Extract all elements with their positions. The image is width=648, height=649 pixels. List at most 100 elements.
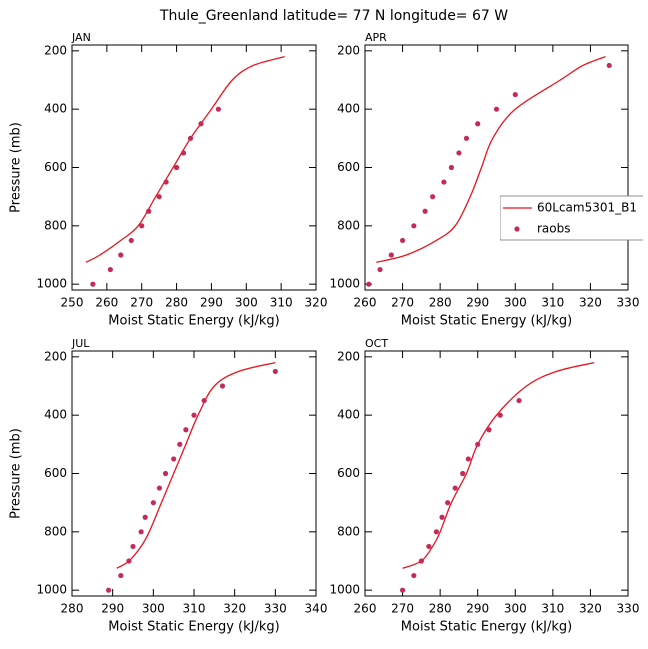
x-tick-label: 300 bbox=[142, 602, 165, 616]
y-tick-label: 1000 bbox=[36, 277, 67, 291]
y-tick-label: 800 bbox=[44, 218, 67, 232]
x-tick-label: 270 bbox=[130, 296, 153, 310]
legend-label: raobs bbox=[537, 222, 571, 236]
plot-frame bbox=[71, 44, 317, 291]
x-tick-label: 290 bbox=[466, 296, 489, 310]
raob-point bbox=[173, 164, 180, 171]
panel-title: APR bbox=[365, 31, 387, 44]
plot-frame bbox=[364, 44, 629, 291]
figure-title: Thule_Greenland latitude= 77 N longitude… bbox=[159, 8, 508, 24]
raob-point bbox=[516, 397, 522, 404]
raob-point bbox=[183, 427, 189, 433]
raob-point bbox=[118, 572, 124, 579]
x-axis-label: Moist Static Energy (kJ/kg) bbox=[401, 620, 572, 635]
raob-point bbox=[399, 587, 406, 593]
raob-point bbox=[139, 223, 145, 229]
x-axis-label: Moist Static Energy (kJ/kg) bbox=[401, 314, 572, 329]
line-series bbox=[116, 362, 276, 569]
raob-point bbox=[106, 587, 112, 593]
x-tick-label: 290 bbox=[466, 602, 489, 616]
x-tick-label: 250 bbox=[61, 296, 84, 310]
raob-point bbox=[198, 121, 204, 127]
raob-point bbox=[388, 252, 394, 258]
raob-point bbox=[162, 470, 169, 477]
raob-point bbox=[156, 485, 163, 491]
legend-box bbox=[500, 195, 643, 241]
x-tick-label: 260 bbox=[95, 296, 118, 310]
y-tick-label: 200 bbox=[44, 43, 67, 57]
raob-point bbox=[411, 223, 417, 229]
raob-point bbox=[430, 194, 436, 200]
line-series bbox=[85, 56, 285, 263]
y-tick-label: 1000 bbox=[329, 277, 360, 291]
x-tick-label: 280 bbox=[429, 602, 452, 616]
raob-point bbox=[418, 558, 424, 564]
x-tick-label: 330 bbox=[264, 602, 287, 616]
y-tick-label: 200 bbox=[337, 349, 360, 363]
y-tick-label: 800 bbox=[337, 524, 360, 538]
raob-point bbox=[272, 368, 278, 375]
raob-point bbox=[219, 383, 226, 389]
y-tick-label: 400 bbox=[337, 102, 360, 116]
x-tick-label: 310 bbox=[183, 602, 206, 616]
raob-point bbox=[439, 514, 445, 520]
x-tick-label: 270 bbox=[391, 602, 414, 616]
y-tick-label: 1000 bbox=[329, 583, 360, 597]
raob-point bbox=[460, 470, 466, 477]
y-tick-label: 800 bbox=[44, 524, 67, 538]
x-tick-label: 320 bbox=[223, 602, 246, 616]
raob-point bbox=[171, 456, 177, 462]
x-tick-label: 310 bbox=[541, 296, 564, 310]
y-tick-label: 600 bbox=[337, 160, 360, 174]
panel-title: OCT bbox=[365, 337, 388, 350]
x-tick-label: 290 bbox=[101, 602, 124, 616]
y-tick-label: 600 bbox=[44, 466, 67, 480]
y-axis-label: Pressure (mb) bbox=[9, 428, 24, 519]
y-tick-label: 600 bbox=[337, 466, 360, 480]
x-tick-label: 290 bbox=[200, 296, 223, 310]
raob-point bbox=[201, 397, 207, 404]
y-tick-label: 200 bbox=[337, 43, 360, 57]
x-tick-label: 330 bbox=[617, 296, 640, 310]
x-tick-label: 260 bbox=[354, 296, 377, 310]
x-tick-label: 270 bbox=[391, 296, 414, 310]
raob-point bbox=[187, 135, 194, 141]
raob-point bbox=[191, 412, 197, 418]
raob-point bbox=[486, 427, 492, 433]
raob-point bbox=[130, 543, 136, 550]
raob-point bbox=[448, 164, 455, 171]
y-tick-label: 200 bbox=[44, 349, 67, 363]
raob-point bbox=[107, 266, 113, 273]
y-tick-label: 600 bbox=[44, 160, 67, 174]
raob-point bbox=[426, 543, 432, 550]
x-axis-label: Moist Static Energy (kJ/kg) bbox=[108, 314, 279, 329]
line-series bbox=[376, 56, 606, 263]
y-tick-label: 800 bbox=[337, 218, 360, 232]
raob-point bbox=[366, 281, 372, 287]
raob-point bbox=[497, 412, 503, 418]
x-tick-label: 260 bbox=[354, 602, 377, 616]
x-tick-label: 280 bbox=[61, 602, 84, 616]
raob-point bbox=[411, 572, 417, 579]
raob-point bbox=[177, 441, 183, 447]
raob-point bbox=[445, 500, 451, 506]
raob-point bbox=[452, 485, 458, 491]
raob-point bbox=[138, 529, 144, 535]
raob-point bbox=[463, 135, 470, 141]
raob-point bbox=[377, 266, 383, 273]
x-tick-label: 280 bbox=[429, 296, 452, 310]
x-tick-label: 320 bbox=[579, 296, 602, 310]
x-tick-label: 280 bbox=[165, 296, 188, 310]
raob-point bbox=[142, 514, 148, 520]
legend-label: 60Lcam5301_B1 bbox=[537, 201, 637, 215]
raob-point bbox=[150, 500, 156, 506]
x-axis-label: Moist Static Energy (kJ/kg) bbox=[108, 620, 279, 635]
x-tick-label: 300 bbox=[235, 296, 258, 310]
raob-point bbox=[126, 558, 132, 564]
x-tick-label: 300 bbox=[504, 296, 527, 310]
raob-point bbox=[215, 106, 221, 112]
x-tick-label: 310 bbox=[270, 296, 293, 310]
